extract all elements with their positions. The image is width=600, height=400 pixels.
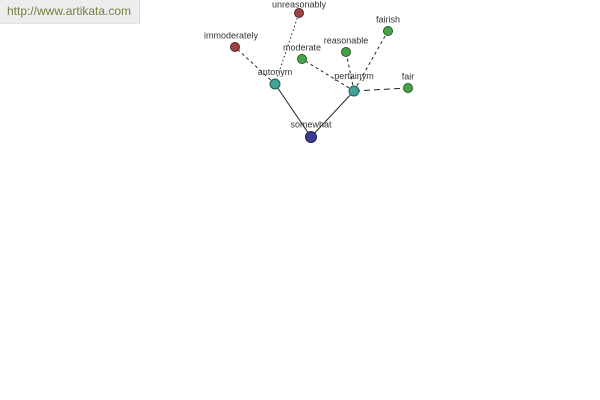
node-immoderately[interactable] (230, 42, 240, 52)
node-somewhat[interactable] (305, 131, 317, 143)
edge-somewhat-pertainym (310, 90, 355, 138)
node-label-immoderately: immoderately (204, 31, 259, 41)
address-bar[interactable]: http://www.artikata.com (0, 0, 140, 24)
node-reasonable[interactable] (341, 47, 351, 57)
node-antonym[interactable] (269, 78, 281, 90)
edge-antonym-unreasonably (274, 12, 300, 85)
edge-somewhat-antonym (274, 83, 312, 138)
node-label-antonym: antonym (258, 67, 293, 77)
node-fairish[interactable] (383, 26, 393, 36)
edge-pertainym-fair (353, 87, 409, 92)
url-text[interactable]: http://www.artikata.com (7, 4, 132, 18)
node-label-unreasonably: unreasonably (272, 0, 327, 10)
edge-antonym-immoderately (234, 46, 276, 85)
edge-pertainym-moderate (301, 58, 355, 92)
node-fair[interactable] (403, 83, 413, 93)
edge-pertainym-reasonable (345, 51, 355, 92)
node-moderate[interactable] (297, 54, 307, 64)
node-label-fair: fair (402, 72, 415, 82)
node-label-somewhat: somewhat (290, 120, 332, 130)
node-pertainym[interactable] (348, 85, 360, 97)
node-label-pertainym: pertainym (334, 71, 374, 81)
node-label-fairish: fairish (376, 15, 400, 25)
node-unreasonably[interactable] (294, 8, 304, 18)
node-label-reasonable: reasonable (324, 36, 369, 46)
node-label-moderate: moderate (283, 43, 321, 53)
